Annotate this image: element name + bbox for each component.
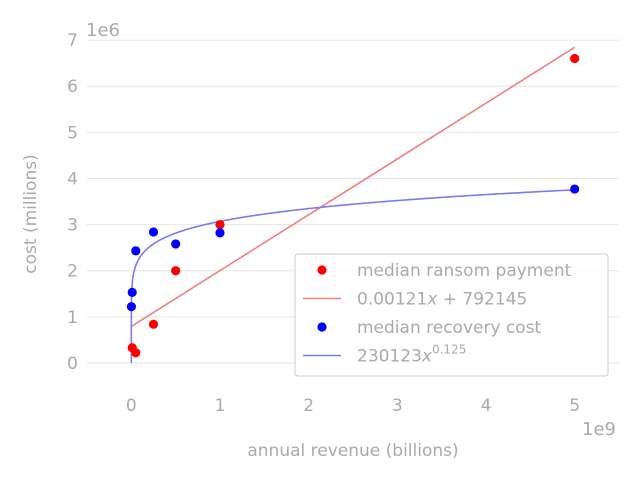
x-axis-label: annual revenue (billions) [247,441,458,461]
y-axis-label: cost (millions) [21,154,41,273]
recovery-cost-point [127,287,137,297]
ransom-payment-point [171,266,181,276]
y-tick-label: 0 [67,354,78,374]
legend-label: 230123x0.125 [357,343,466,367]
recovery-cost-point [215,228,225,238]
x-tick-label: 1 [215,396,226,416]
x-tick-label: 0 [126,396,137,416]
legend-marker-dot [317,322,327,332]
x-tick-label: 5 [569,396,580,416]
x-axis-ticks: 0 1 2 3 4 5 [126,396,580,416]
linear-fit-line [130,46,576,328]
ransom-payment-point [148,319,159,329]
legend-label: 0.00121x + 792145 [357,290,527,310]
x-tick-label: 3 [392,396,403,416]
legend: median ransom payment 0.00121x + 792145 me… [294,253,609,377]
legend-box [294,253,609,377]
y-tick-label: 2 [67,262,78,282]
recovery-cost-point [570,184,580,194]
power-fit-curve [130,189,575,363]
y-tick-label: 3 [67,216,78,236]
y-tick-label: 1 [67,308,78,328]
ransom-payment-point [570,53,580,64]
recovery-cost-point [126,302,137,312]
legend-marker-dot [317,265,327,275]
recovery-cost-point [171,239,181,249]
series-layer [126,46,580,363]
y-tick-label: 6 [67,77,78,97]
recovery-cost-point [148,227,159,237]
y-axis-ticks: 0 1 2 3 4 5 6 7 [67,31,78,374]
ransom-payment-point [215,219,225,230]
x-tick-label: 4 [481,396,492,416]
y-tick-label: 4 [67,169,78,189]
x-offset-label: 1e9 [582,419,616,440]
y-tick-label: 5 [67,123,78,143]
x-tick-label: 2 [303,396,314,416]
legend-label: median recovery cost [357,318,542,338]
ransom-payment-point [131,348,141,358]
y-tick-label: 7 [67,31,78,51]
legend-label: median ransom payment [357,261,572,281]
recovery-cost-point [131,246,141,256]
y-offset-label: 1e6 [86,20,120,41]
